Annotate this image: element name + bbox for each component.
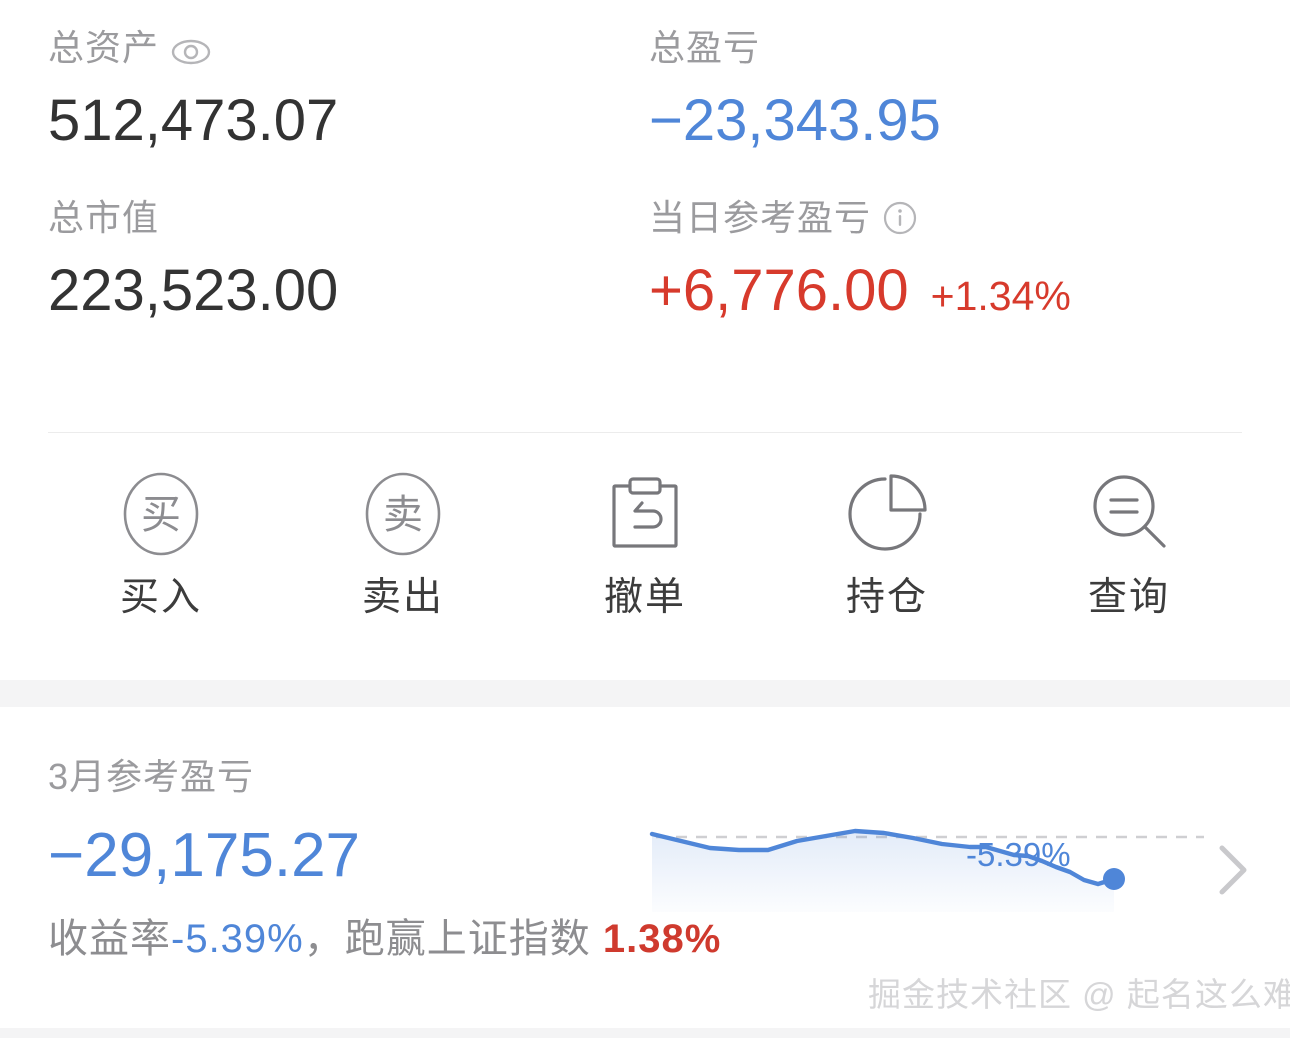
today-pnl-percent: +1.34% <box>930 273 1071 319</box>
today-pnl-cell: 当日参考盈亏 +6,776.00 +1.34% <box>645 200 1242 320</box>
sparkline-end-dot <box>1103 868 1125 890</box>
total-assets-cell: 总资产 512,473.07 <box>48 30 645 150</box>
market-value-value: 223,523.00 <box>48 258 339 323</box>
total-assets-label-row: 总资产 <box>48 30 645 66</box>
sparkline-value-label: -5.39% <box>966 836 1071 873</box>
action-cancel-order[interactable]: 撤单 <box>524 466 766 617</box>
svg-text:卖: 卖 <box>383 492 423 538</box>
month-pnl-panel[interactable]: 3月参考盈亏 −29,175.27 收益率-5.39%，跑赢上证指数 1.38% <box>0 707 1290 1028</box>
buy-circle-icon: 买 <box>113 466 209 562</box>
market-value-label: 总市值 <box>48 197 160 238</box>
today-pnl-value: +6,776.00 <box>649 258 909 323</box>
total-pnl-value: −23,343.95 <box>649 88 941 153</box>
today-pnl-value-row: +6,776.00 +1.34% <box>649 262 1242 320</box>
action-query-label: 查询 <box>1087 576 1170 619</box>
total-pnl-label-row: 总盈亏 <box>649 30 1242 66</box>
chevron-right-icon[interactable] <box>1212 840 1252 900</box>
section-gap-band <box>0 680 1290 707</box>
section-divider <box>48 432 1242 433</box>
action-buy-label: 买入 <box>119 576 202 619</box>
eye-icon[interactable] <box>171 35 211 65</box>
market-value-label-row: 总市值 <box>48 200 645 236</box>
svg-text:买: 买 <box>141 492 181 538</box>
action-buy[interactable]: 买 买入 <box>40 466 282 617</box>
summary-row-2: 总市值 223,523.00 当日参考盈亏 +6,776 <box>48 200 1242 320</box>
total-assets-value: 512,473.07 <box>48 88 339 153</box>
info-icon[interactable] <box>883 201 917 235</box>
search-equals-icon <box>1081 466 1177 562</box>
month-rate-middle: ，跑赢上证指数 <box>303 917 603 961</box>
action-positions[interactable]: 持仓 <box>766 466 1008 617</box>
watermark-text: 掘金技术社区 @ 起名这么难就离谱 <box>868 976 1290 1013</box>
month-rate-prefix: 收益率 <box>48 917 171 961</box>
month-pnl-subtext: 收益率-5.39%，跑赢上证指数 1.38% <box>48 919 1242 959</box>
pie-chart-icon <box>839 466 935 562</box>
action-query[interactable]: 查询 <box>1008 466 1250 617</box>
action-bar: 买 买入 卖 卖出 撤单 <box>0 466 1290 617</box>
month-pnl-value: −29,175.27 <box>48 821 361 890</box>
total-assets-label: 总资产 <box>48 27 160 68</box>
month-index-value: 1.38% <box>602 917 722 961</box>
action-positions-label: 持仓 <box>845 576 928 619</box>
market-value-cell: 总市值 223,523.00 <box>48 200 645 320</box>
sparkline-path <box>649 828 1117 887</box>
action-sell[interactable]: 卖 卖出 <box>282 466 524 617</box>
month-pnl-label: 3月参考盈亏 <box>48 756 255 797</box>
summary-row-1: 总资产 512,473.07 总盈亏 −23,343.95 <box>48 30 1242 150</box>
sell-circle-icon: 卖 <box>355 466 451 562</box>
today-pnl-label: 当日参考盈亏 <box>649 197 872 238</box>
bottom-band <box>0 1028 1290 1038</box>
total-pnl-label: 总盈亏 <box>649 27 761 68</box>
action-cancel-order-label: 撤单 <box>603 576 686 619</box>
total-pnl-cell: 总盈亏 −23,343.95 <box>645 30 1242 150</box>
month-rate-value: -5.39% <box>171 917 304 961</box>
month-pnl-sparkline: -5.39% <box>648 822 1208 912</box>
summary-section: 总资产 512,473.07 总盈亏 −23,343.95 <box>0 0 1290 320</box>
today-pnl-label-row: 当日参考盈亏 <box>649 200 1242 236</box>
action-sell-label: 卖出 <box>361 576 444 619</box>
clipboard-cancel-icon <box>597 466 693 562</box>
